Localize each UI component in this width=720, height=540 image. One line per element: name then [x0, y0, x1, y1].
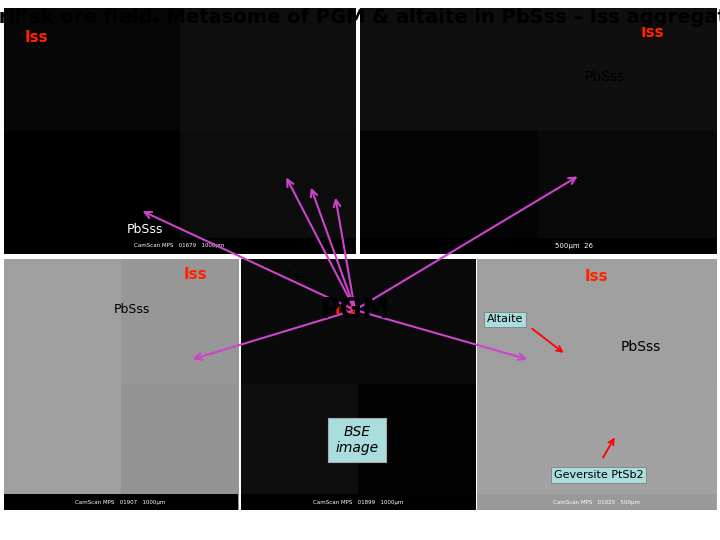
Bar	[477, 494, 716, 510]
Bar	[241, 494, 475, 510]
Text: CamScan MPS   01025   500µm: CamScan MPS 01025 500µm	[554, 500, 640, 505]
Text: 500µm  26: 500µm 26	[555, 243, 593, 249]
Bar	[360, 238, 716, 254]
Text: PbSss: PbSss	[127, 222, 163, 236]
Text: CamScan MPS   01679   1000µm: CamScan MPS 01679 1000µm	[134, 244, 225, 248]
Text: PGM: PGM	[320, 296, 390, 324]
Text: Noril’sk ore field. Metasome of PGM & altaite in PbSss – Iss aggregates: Noril’sk ore field. Metasome of PGM & al…	[0, 8, 720, 27]
Text: Iss: Iss	[335, 302, 359, 317]
Bar	[4, 494, 238, 510]
Text: CamScan MPS   01907   1000µm: CamScan MPS 01907 1000µm	[76, 500, 166, 505]
Text: PbSss: PbSss	[269, 271, 306, 284]
Text: Iss: Iss	[24, 30, 48, 45]
Text: Altaite: Altaite	[487, 314, 523, 325]
Text: Iss: Iss	[184, 267, 207, 282]
Text: BSE
image: BSE image	[336, 425, 379, 455]
Text: PbSss: PbSss	[114, 303, 150, 316]
Text: PbSss: PbSss	[621, 340, 661, 354]
Bar	[4, 238, 355, 254]
Text: Geversite PtSb2: Geversite PtSb2	[554, 470, 644, 480]
Text: Iss: Iss	[585, 269, 608, 284]
Text: CamScan MPS   01899   1000µm: CamScan MPS 01899 1000µm	[313, 500, 403, 505]
Text: Iss: Iss	[640, 25, 664, 40]
Text: PbSss: PbSss	[585, 70, 625, 84]
